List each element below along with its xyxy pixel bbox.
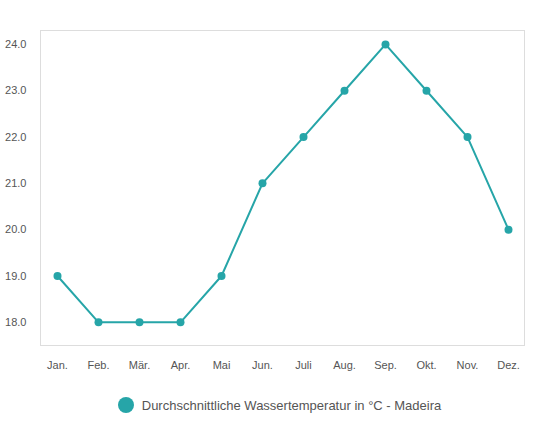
svg-text:Jun.: Jun. [252,359,273,371]
svg-text:Feb.: Feb. [87,359,109,371]
html-text:Durchschnittliche Wassertemper: Durchschnittliche Wassertemperatur in °C… [141,397,442,413]
svg-text:Aug.: Aug. [333,359,356,371]
svg-text:22.0: 22.0 [5,131,26,143]
svg-text:Juli: Juli [295,359,312,371]
svg-text:Nov.: Nov. [457,359,479,371]
svg-text:21.0: 21.0 [5,177,26,189]
svg-text:23.0: 23.0 [5,84,26,96]
svg-text:Dez.: Dez. [497,359,520,371]
svg-text:Apr.: Apr. [171,359,191,371]
svg-text:18.0: 18.0 [5,316,26,328]
svg-text:Mai: Mai [213,359,231,371]
svg-text:Okt.: Okt. [416,359,436,371]
svg-text:Sep.: Sep. [374,359,397,371]
svg-text:Mär.: Mär. [129,359,150,371]
svg-text:20.0: 20.0 [5,223,26,235]
svg-text:19.0: 19.0 [5,270,26,282]
svg-text:24.0: 24.0 [5,38,26,50]
svg-text:Jan.: Jan. [47,359,68,371]
